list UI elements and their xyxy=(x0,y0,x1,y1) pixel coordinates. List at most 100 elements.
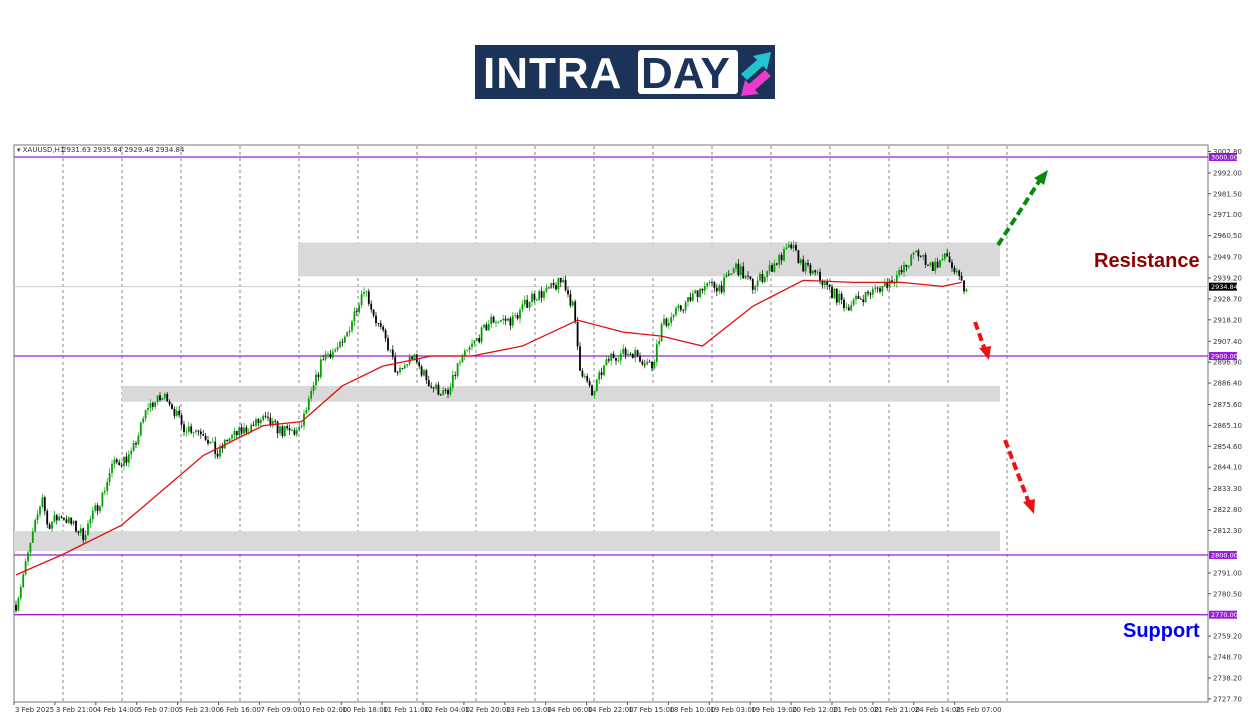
candle-body xyxy=(322,359,325,361)
candle-body xyxy=(847,307,850,311)
candle-body xyxy=(34,520,37,532)
candle-body xyxy=(425,370,428,381)
candle-body xyxy=(819,271,821,281)
y-tick-label: 2759.20 xyxy=(1213,633,1242,641)
candle-body xyxy=(233,431,236,435)
candle-body xyxy=(867,291,869,294)
y-tick-label: 2854.60 xyxy=(1213,443,1242,451)
candle-body xyxy=(231,434,233,439)
candle-body xyxy=(478,338,481,343)
candle-body xyxy=(382,326,385,331)
candle-body xyxy=(384,330,387,339)
candle-body xyxy=(454,374,457,376)
x-tick-label: 11 Feb 11:00 xyxy=(383,706,429,714)
candle-body xyxy=(204,435,207,441)
candle-body xyxy=(391,349,394,358)
candle-body xyxy=(118,462,121,466)
candle-body xyxy=(310,390,313,399)
candle-body xyxy=(238,427,241,436)
candle-body xyxy=(759,274,761,281)
candle-body xyxy=(370,303,373,310)
y-tick-label: 2928.70 xyxy=(1213,295,1242,303)
x-tick-label: 13 Feb 13:00 xyxy=(506,706,552,714)
candle-body xyxy=(948,256,951,263)
x-tick-label: 12 Feb 04:00 xyxy=(424,706,470,714)
y-tick-label: 3002.80 xyxy=(1213,148,1242,156)
candle-body xyxy=(130,450,133,455)
candle-body xyxy=(475,338,478,341)
candle-body xyxy=(855,295,857,300)
candle-body xyxy=(519,309,521,319)
candle-body xyxy=(576,322,579,347)
candle-body xyxy=(713,282,716,288)
candle-body xyxy=(823,281,826,286)
candle-body xyxy=(154,402,157,407)
candle-body xyxy=(490,316,493,325)
candle-body xyxy=(699,288,701,298)
candle-body xyxy=(399,368,401,373)
resistance-label: Resistance xyxy=(1094,250,1200,272)
candle-body xyxy=(55,515,58,521)
candle-body xyxy=(773,263,776,272)
candle-body xyxy=(406,364,409,366)
candle-body xyxy=(159,395,161,401)
candle-body xyxy=(862,299,865,303)
candle-body xyxy=(840,293,843,300)
candle-body xyxy=(617,360,620,362)
x-tick-label: 5 Feb 07:00 xyxy=(138,706,179,714)
candle-body xyxy=(291,430,293,432)
level-label: 3000.00 xyxy=(1211,154,1238,162)
candle-body xyxy=(737,263,740,276)
candle-body xyxy=(799,259,802,264)
candle-body xyxy=(298,426,301,431)
x-tick-label: 20 Feb 12:00 xyxy=(792,706,838,714)
candle-body xyxy=(703,285,706,291)
candle-body xyxy=(377,323,380,324)
candle-body xyxy=(915,250,917,253)
candle-body xyxy=(483,324,485,328)
candle-body xyxy=(675,307,677,315)
candle-body xyxy=(269,417,272,426)
candle-body xyxy=(816,271,819,273)
candle-body xyxy=(31,531,34,543)
candle-body xyxy=(144,410,147,419)
candle-body xyxy=(516,315,519,319)
candle-body xyxy=(394,357,397,373)
candle-body xyxy=(711,282,713,283)
candle-body xyxy=(766,271,769,277)
candle-body xyxy=(123,456,125,466)
candle-body xyxy=(787,244,790,248)
y-tick-label: 2833.30 xyxy=(1213,485,1242,493)
candle-body xyxy=(142,418,145,423)
candle-body xyxy=(449,387,452,395)
candle-body xyxy=(279,426,281,434)
candle-body xyxy=(51,521,53,529)
candle-body xyxy=(480,327,483,343)
candle-body xyxy=(262,415,265,420)
candle-body xyxy=(622,348,625,354)
candle-body xyxy=(749,276,752,280)
candle-body xyxy=(879,288,881,292)
candle-body xyxy=(375,315,377,324)
candle-body xyxy=(351,321,353,331)
candle-body xyxy=(235,431,238,436)
candle-body xyxy=(219,446,221,457)
candle-body xyxy=(768,265,771,272)
candle-body xyxy=(720,285,723,293)
candle-body xyxy=(353,311,356,322)
candle-body xyxy=(934,261,937,271)
candle-body xyxy=(82,528,85,541)
candle-body xyxy=(535,299,538,301)
candle-body xyxy=(459,362,461,364)
x-tick-label: 19 Feb 19:00 xyxy=(751,706,797,714)
candle-body xyxy=(245,427,248,433)
candle-body xyxy=(511,316,514,326)
candle-body xyxy=(605,359,608,366)
candle-body xyxy=(651,361,653,369)
candle-body xyxy=(564,279,567,291)
support-label: Support xyxy=(1123,620,1200,642)
symbol-header: ▾ XAUUSD,H1 xyxy=(17,146,64,154)
candle-body xyxy=(843,299,845,308)
candle-body xyxy=(790,244,793,249)
